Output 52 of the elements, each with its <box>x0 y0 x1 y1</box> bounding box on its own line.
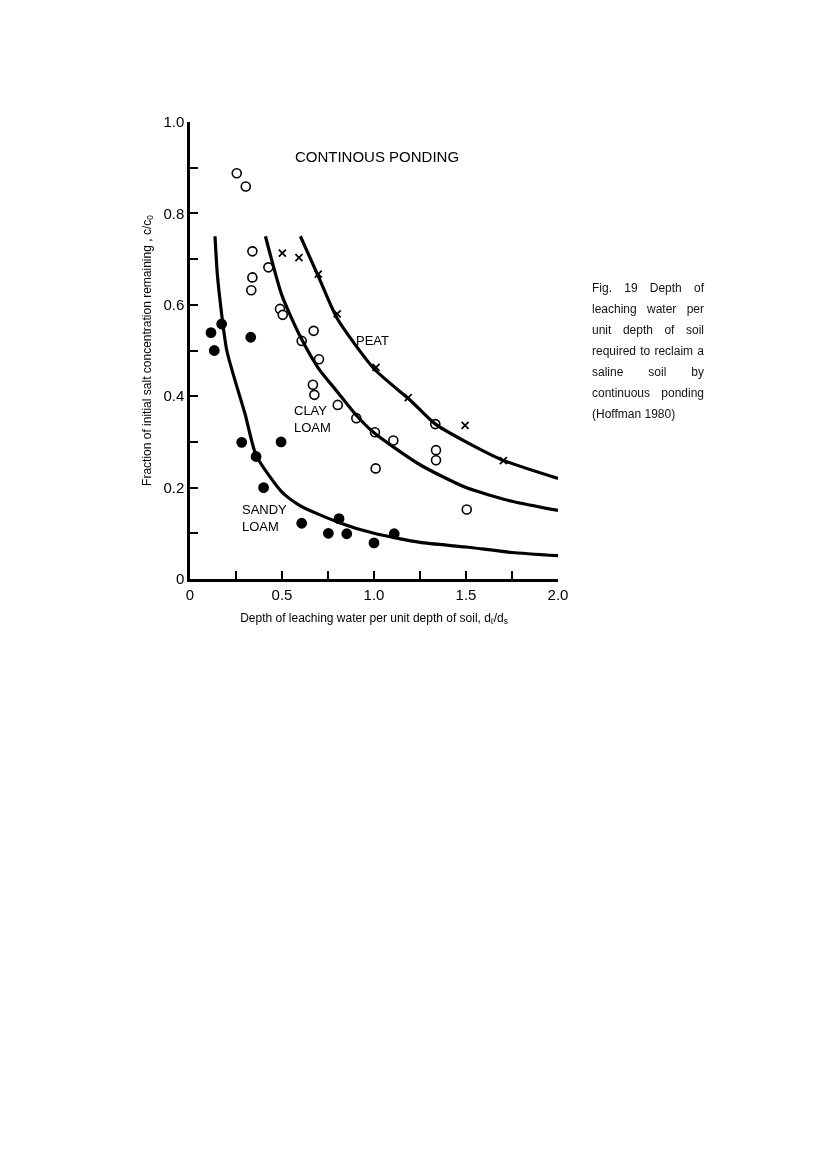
y-tick-label: 1.0 <box>163 113 185 131</box>
point <box>245 284 257 296</box>
point <box>341 528 353 540</box>
point <box>240 181 252 192</box>
point <box>313 269 323 279</box>
point <box>263 262 274 273</box>
point <box>460 421 470 430</box>
point <box>231 167 243 179</box>
point <box>370 463 381 474</box>
series-label: SANDY LOAM <box>242 502 288 534</box>
x-tick-label: 0.5 <box>271 585 293 603</box>
point <box>461 504 473 515</box>
point <box>332 399 344 411</box>
y-tick-label: 0.4 <box>163 387 185 405</box>
point <box>277 309 289 321</box>
x-tick-label: 1.5 <box>455 585 477 603</box>
series-label: CLAY LOAM <box>294 403 331 435</box>
point <box>245 331 257 343</box>
point <box>247 272 258 283</box>
y-tick-label: 0.8 <box>163 204 185 222</box>
y-tick-label: 0.6 <box>163 296 185 314</box>
point <box>247 246 258 257</box>
point <box>498 456 508 466</box>
x-tick-label: 2.0 <box>547 585 569 603</box>
point <box>275 436 287 448</box>
point <box>208 345 220 356</box>
point <box>205 327 217 339</box>
point <box>309 389 320 401</box>
point <box>313 353 325 365</box>
point <box>236 436 248 448</box>
point <box>296 517 308 529</box>
text: CONTINOUS PONDING <box>294 148 460 166</box>
series-label: PEAT <box>356 333 390 348</box>
caption: Fig. 19 Depth of leaching water per unit depth of soil required to reclaim a saline soil by continuous ponding (Hoffman 1980) <box>592 280 704 423</box>
x-tick-label: 1.0 <box>363 585 385 603</box>
point <box>430 454 442 466</box>
x-axis-title: Depth of leaching water per unit depth of soil, d$_{ℓ}$/d$_{s}$ <box>240 610 508 627</box>
point <box>294 253 304 263</box>
point <box>307 379 319 391</box>
point <box>371 363 381 372</box>
point <box>388 435 399 446</box>
point <box>332 309 342 319</box>
point <box>258 482 269 493</box>
point <box>430 444 442 456</box>
y-tick-label: 0 <box>175 570 185 588</box>
y-tick-label: 0.2 <box>163 478 185 496</box>
line-series <box>213 234 558 558</box>
point <box>322 527 334 539</box>
point <box>403 393 413 402</box>
point <box>308 325 319 337</box>
point <box>368 537 380 549</box>
point <box>277 248 287 258</box>
